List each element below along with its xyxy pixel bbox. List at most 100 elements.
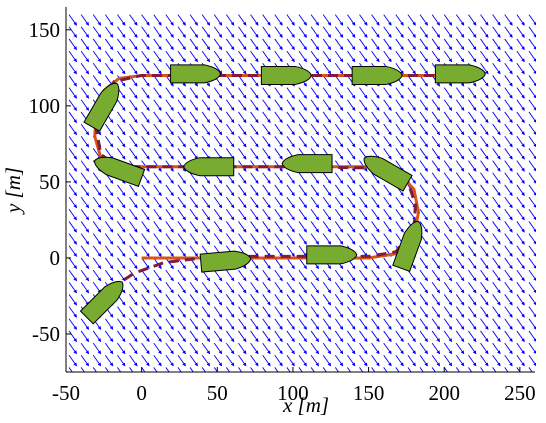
field-arrow xyxy=(201,111,211,124)
field-arrow xyxy=(419,136,428,148)
field-arrow xyxy=(504,306,513,318)
field-arrow xyxy=(189,269,198,282)
field-arrow xyxy=(431,111,441,124)
field-arrow xyxy=(274,306,283,318)
field-arrow xyxy=(189,26,198,38)
field-arrow xyxy=(516,184,525,197)
field-arrow xyxy=(371,184,380,197)
field-arrow xyxy=(201,342,211,355)
field-arrow xyxy=(141,99,150,111)
field-arrow xyxy=(226,26,235,38)
field-arrow xyxy=(347,318,356,330)
field-arrow xyxy=(213,87,223,99)
field-arrow xyxy=(141,269,150,282)
field-arrow xyxy=(443,148,453,160)
field-arrow xyxy=(298,136,307,148)
field-arrow xyxy=(334,26,344,38)
field-arrow xyxy=(419,367,424,372)
y-tick-label: -50 xyxy=(32,322,60,346)
field-arrow xyxy=(443,160,453,172)
field-arrow xyxy=(310,87,320,99)
field-arrow xyxy=(528,306,536,318)
field-arrow xyxy=(431,245,441,257)
field-arrow xyxy=(189,367,194,372)
field-arrow xyxy=(310,38,320,51)
field-arrow xyxy=(250,355,259,367)
field-arrow xyxy=(480,355,489,367)
field-arrow xyxy=(322,282,332,294)
field-arrow xyxy=(480,99,489,111)
field-arrow xyxy=(153,63,162,75)
y-tick-label: 150 xyxy=(29,18,61,42)
field-arrow xyxy=(310,269,320,282)
field-arrow xyxy=(104,63,114,75)
field-arrow xyxy=(528,50,536,63)
field-arrow xyxy=(286,184,295,197)
field-arrow xyxy=(201,221,211,233)
field-arrow xyxy=(298,14,307,26)
field-arrow xyxy=(286,123,295,136)
ship xyxy=(434,64,486,84)
field-arrow xyxy=(504,209,513,221)
field-arrow xyxy=(407,318,416,330)
field-arrow xyxy=(201,209,211,221)
field-arrow xyxy=(165,282,174,294)
field-arrow xyxy=(92,367,98,372)
actual-path xyxy=(94,73,475,290)
field-arrow xyxy=(359,111,368,124)
field-arrow xyxy=(68,294,77,306)
vector-field xyxy=(68,14,536,372)
field-arrow xyxy=(80,99,90,111)
field-arrow xyxy=(310,306,320,318)
field-arrow xyxy=(153,111,162,124)
field-arrow xyxy=(407,50,416,63)
field-arrow xyxy=(92,75,102,87)
field-arrow xyxy=(516,367,521,372)
field-arrow xyxy=(213,355,223,367)
field-arrow xyxy=(129,87,138,99)
field-arrow xyxy=(213,221,223,233)
field-arrow xyxy=(407,269,416,282)
field-arrow xyxy=(516,245,525,257)
field-arrow xyxy=(177,355,186,367)
field-arrow xyxy=(528,282,536,294)
field-arrow xyxy=(334,99,344,111)
x-tick-label: 100 xyxy=(277,381,309,405)
field-arrow xyxy=(492,38,501,51)
field-arrow xyxy=(298,233,307,245)
field-arrow xyxy=(117,148,126,160)
field-arrow xyxy=(347,330,356,343)
field-arrow xyxy=(177,50,186,63)
field-arrow xyxy=(189,87,198,99)
field-arrow xyxy=(274,221,283,233)
field-arrow xyxy=(226,318,235,330)
field-arrow xyxy=(165,111,174,124)
field-arrow xyxy=(468,245,477,257)
field-arrow xyxy=(383,318,392,330)
field-arrow xyxy=(407,14,416,26)
field-arrow xyxy=(189,14,198,26)
field-arrow xyxy=(262,367,267,372)
field-arrow xyxy=(347,342,356,355)
field-arrow xyxy=(238,99,247,111)
field-arrow xyxy=(419,209,428,221)
field-arrow xyxy=(383,50,392,63)
field-arrow xyxy=(371,306,380,318)
field-arrow xyxy=(516,50,525,63)
field-arrow xyxy=(431,136,441,148)
field-arrow xyxy=(347,196,356,209)
field-arrow xyxy=(250,63,259,75)
field-arrow xyxy=(480,196,489,209)
field-arrow xyxy=(443,172,453,184)
field-arrow xyxy=(177,26,186,38)
field-arrow xyxy=(80,26,90,38)
field-arrow xyxy=(443,209,453,221)
field-arrow xyxy=(226,75,235,87)
field-arrow xyxy=(226,111,235,124)
ship xyxy=(199,250,252,273)
field-arrow xyxy=(274,14,283,26)
field-arrow xyxy=(286,26,295,38)
field-arrow xyxy=(262,330,271,343)
field-arrow xyxy=(371,355,380,367)
field-arrow xyxy=(407,123,416,136)
